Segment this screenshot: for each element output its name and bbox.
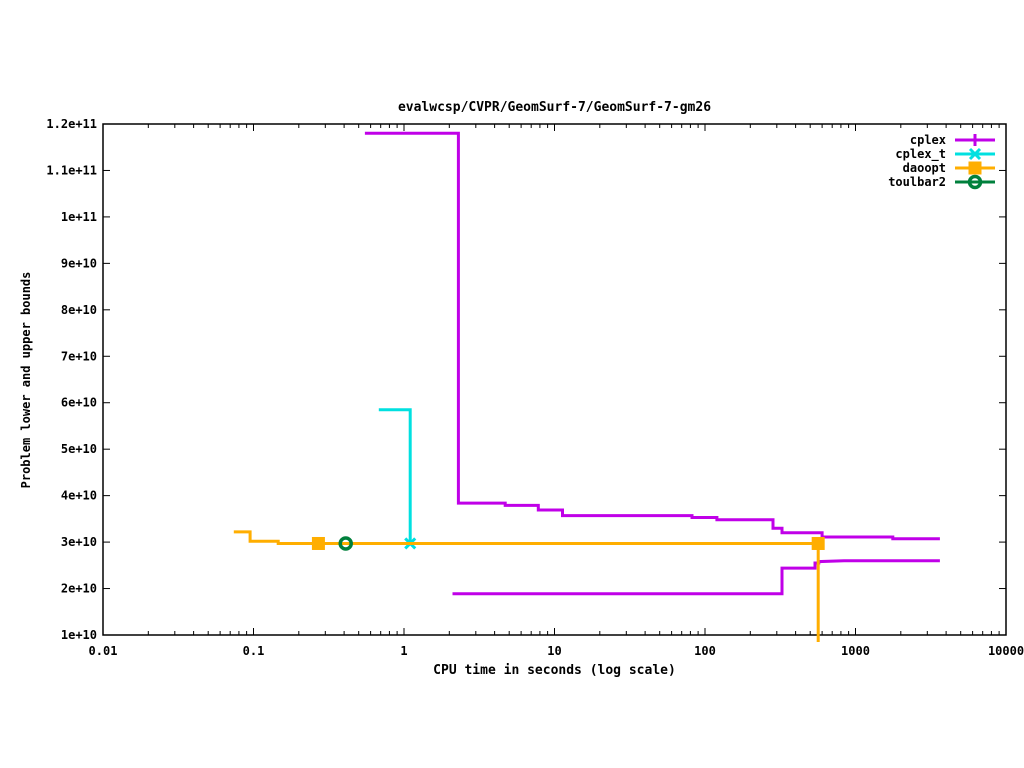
legend-item-cplex-t: cplex_t	[888, 147, 997, 161]
y-tick-label: 1.1e+11	[46, 163, 97, 177]
marker-toulbar2	[338, 536, 353, 551]
legend-marker-cplex_t-stroke	[968, 147, 982, 161]
x-tick-label: 0.1	[243, 644, 265, 658]
legend-item-cplex: cplex	[888, 133, 997, 147]
x-tick-label: 10000	[988, 644, 1024, 658]
legend-label-cplex-t: cplex_t	[895, 147, 946, 161]
x-axis-title: CPU time in seconds (log scale)	[433, 663, 676, 678]
y-tick-label: 4e+10	[61, 489, 97, 503]
x-ticks	[102, 124, 1007, 635]
x-tick-label: 10	[547, 644, 561, 658]
series-cplex-upper	[364, 131, 940, 541]
y-tick-labels: 1e+10 2e+10 3e+10 4e+10 5e+10 6e+10 7e+10 8e+10…	[46, 117, 97, 642]
chart-title: evalwcsp/CVPR/GeomSurf-7/GeomSurf-7-gm26	[397, 100, 712, 115]
marker-daoopt	[311, 536, 325, 550]
y-tick-label: 7e+10	[61, 349, 97, 363]
y-tick-label: 9e+10	[61, 256, 97, 270]
legend-label-cplex: cplex	[909, 133, 946, 147]
y-ticks	[103, 123, 1006, 636]
y-tick-label: 5e+10	[61, 442, 97, 456]
legend-marker-cplex_t	[968, 147, 982, 161]
marker-daoopt-fill	[811, 536, 825, 550]
legend-sample-daoopt	[955, 161, 995, 175]
y-tick-label: 1e+10	[61, 628, 97, 642]
legend-sample-cplex-t	[955, 147, 995, 161]
marker-daoopt-fill	[311, 536, 325, 550]
series-cplex_t-upper	[378, 408, 412, 544]
y-tick-label: 1.2e+11	[46, 117, 97, 131]
legend-label-toulbar2: toulbar2	[888, 175, 946, 189]
legend: cplex cplex_t daoopt toulbar2	[888, 133, 997, 190]
marker-daoopt	[811, 536, 825, 550]
series-cplex-lower	[452, 559, 940, 596]
legend-label-daoopt: daoopt	[902, 161, 946, 175]
legend-marker-toulbar2	[967, 174, 983, 190]
legend-item-daoopt: daoopt	[888, 161, 997, 175]
x-tick-label: 1	[400, 644, 407, 658]
y-tick-label: 8e+10	[61, 303, 97, 317]
x-tick-labels: 0.01 0.1 1 10 100 1000 10000	[89, 644, 1024, 658]
marker-toulbar2-ring	[338, 536, 353, 551]
y-tick-label: 3e+10	[61, 535, 97, 549]
y-tick-label: 6e+10	[61, 396, 97, 410]
y-tick-label: 1e+11	[61, 210, 97, 224]
legend-sample-toulbar2	[955, 174, 995, 190]
x-tick-label: 0.01	[89, 644, 118, 658]
plot-border	[102, 123, 1007, 636]
x-tick-label: 1000	[841, 644, 870, 658]
y-tick-label: 2e+10	[61, 582, 97, 596]
legend-marker-toulbar2-ring	[967, 174, 983, 190]
legend-marker-cplex	[969, 134, 981, 146]
x-tick-label: 100	[694, 644, 716, 658]
legend-item-toulbar2: toulbar2	[888, 174, 997, 190]
legend-sample-cplex	[955, 134, 995, 146]
legend-marker-daoopt	[968, 161, 982, 175]
legend-marker-daoopt-fill	[968, 161, 982, 175]
